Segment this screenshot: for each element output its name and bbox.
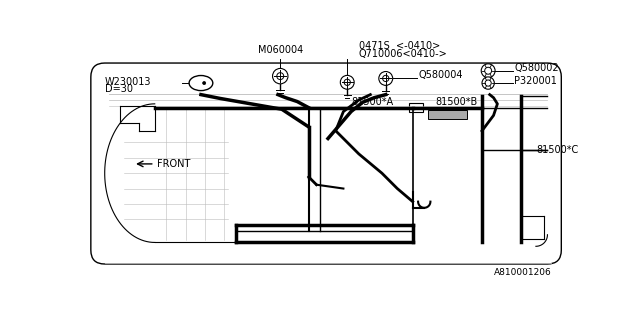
Text: 81500*B: 81500*B xyxy=(436,97,478,107)
Circle shape xyxy=(485,80,492,86)
Circle shape xyxy=(383,75,389,82)
Text: P320001: P320001 xyxy=(515,76,557,86)
Circle shape xyxy=(276,73,284,80)
Circle shape xyxy=(484,67,492,74)
Text: W230013: W230013 xyxy=(105,76,151,86)
Circle shape xyxy=(203,82,205,84)
Ellipse shape xyxy=(189,76,213,91)
Text: Q710006<0410->: Q710006<0410-> xyxy=(359,49,447,59)
Text: 0471S  <-0410>: 0471S <-0410> xyxy=(359,42,440,52)
Text: Q580002: Q580002 xyxy=(515,63,559,73)
Text: M060004: M060004 xyxy=(258,45,303,55)
Text: A810001206: A810001206 xyxy=(493,268,551,277)
Bar xyxy=(428,110,467,119)
Circle shape xyxy=(481,64,495,78)
Circle shape xyxy=(344,79,350,85)
Circle shape xyxy=(273,68,288,84)
Text: 81500*C: 81500*C xyxy=(536,145,578,155)
Text: Q580004: Q580004 xyxy=(418,70,463,80)
Text: D=30: D=30 xyxy=(105,84,132,94)
Circle shape xyxy=(379,71,393,85)
Circle shape xyxy=(482,77,494,89)
Bar xyxy=(409,103,422,112)
Circle shape xyxy=(340,75,354,89)
Text: FRONT: FRONT xyxy=(157,159,191,169)
Text: 81500*A: 81500*A xyxy=(351,97,393,107)
